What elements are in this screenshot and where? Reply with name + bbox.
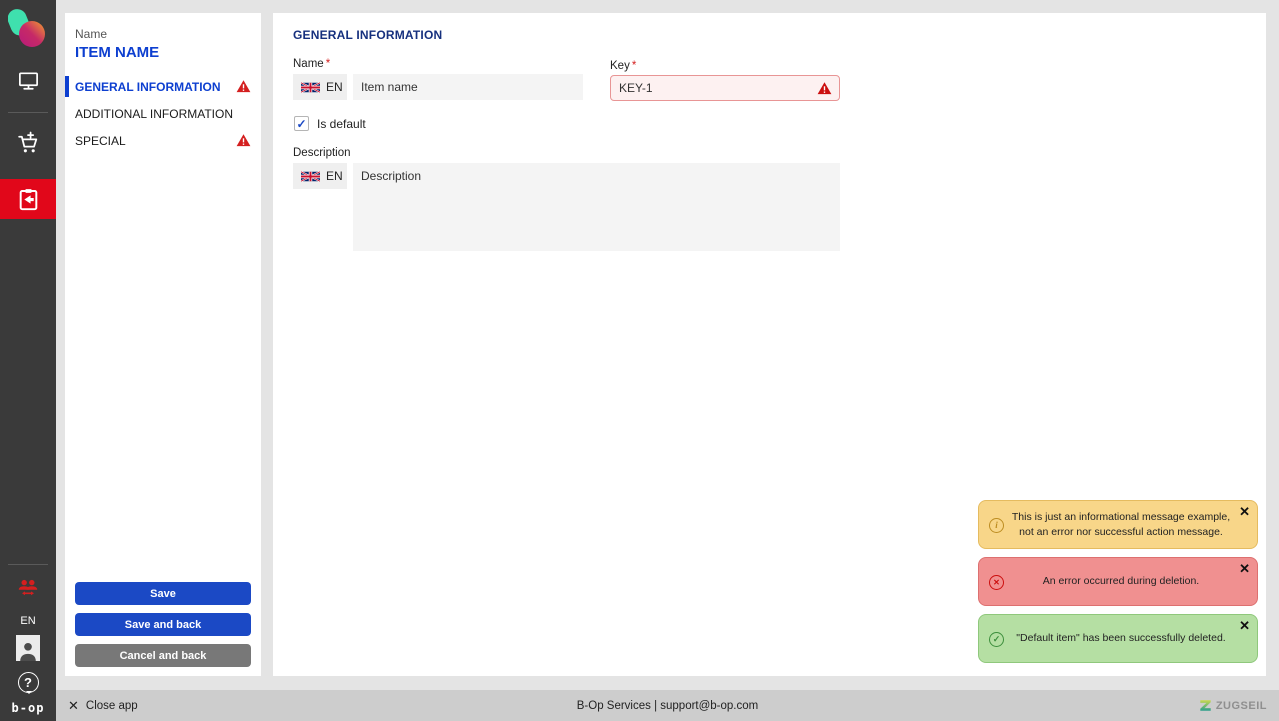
- description-field-label: Description: [293, 147, 351, 159]
- entity-type-label: Name: [75, 27, 108, 41]
- rail-divider: [8, 112, 48, 113]
- close-icon[interactable]: ✕: [1239, 618, 1250, 633]
- nav-label: ADDITIONAL INFORMATION A...: [75, 107, 233, 121]
- nav-label: SPECIAL: [75, 134, 126, 148]
- toast-success: ✕ ✓ "Default item" has been successfully…: [978, 614, 1258, 663]
- rail-items-button-active[interactable]: [0, 179, 56, 219]
- is-default-checkbox-row[interactable]: ✓ Is default: [294, 116, 366, 131]
- rail-monitor-button[interactable]: [0, 58, 56, 102]
- language-selector[interactable]: EN: [20, 615, 36, 627]
- required-mark: *: [325, 58, 331, 70]
- toast-message: An error occurred during deletion.: [1042, 575, 1200, 588]
- zugseil-brand: ZUGSEIL: [1199, 699, 1267, 712]
- zugseil-label: ZUGSEIL: [1215, 699, 1267, 712]
- toast-info: ✕ i This is just an informational messag…: [978, 500, 1258, 549]
- support-text: B-Op Services | support@b-op.com: [576, 699, 759, 712]
- nav-special[interactable]: SPECIAL: [65, 129, 261, 153]
- key-error-icon: [817, 81, 832, 101]
- save-and-back-button[interactable]: Save and back: [75, 613, 251, 636]
- lang-code: EN: [326, 80, 343, 94]
- uk-flag-icon: [301, 170, 320, 182]
- close-icon[interactable]: ✕: [1239, 504, 1250, 519]
- key-field-label: Key *: [610, 60, 637, 72]
- name-field-label: Name *: [293, 58, 331, 70]
- app-rail: EN ? b-op: [0, 0, 56, 721]
- users-transfer-icon: [18, 579, 38, 596]
- nav-general-information[interactable]: GENERAL INFORMATION: [65, 75, 261, 99]
- item-name-input[interactable]: [353, 74, 583, 100]
- item-navigation-panel: Name ITEM NAME GENERAL INFORMATION ADDIT…: [65, 13, 261, 676]
- avatar: [16, 635, 40, 661]
- footer-bar: B-Op Services | support@b-op.com ✕ Close…: [56, 690, 1279, 721]
- warning-triangle-icon: [236, 79, 251, 99]
- cancel-and-back-button[interactable]: Cancel and back: [75, 644, 251, 667]
- error-icon: ✕: [989, 575, 1004, 590]
- section-title: GENERAL INFORMATION: [293, 28, 443, 42]
- app-logo-icon: [8, 9, 45, 47]
- toast-message: "Default item" has been successfully del…: [1016, 632, 1226, 645]
- clipboard-back-icon: [19, 188, 37, 210]
- info-icon: i: [989, 518, 1004, 533]
- active-indicator-bar: [65, 76, 69, 97]
- lang-code: EN: [326, 169, 343, 183]
- warning-triangle-icon: [236, 133, 251, 153]
- nav-additional-information[interactable]: ADDITIONAL INFORMATION A...: [65, 102, 261, 126]
- rail-profile-button[interactable]: [0, 633, 56, 663]
- key-input-error[interactable]: [610, 75, 840, 101]
- is-default-label: Is default: [317, 116, 366, 131]
- name-language-chip: EN: [293, 74, 347, 100]
- close-app-button[interactable]: ✕ Close app: [68, 698, 138, 714]
- item-title: ITEM NAME: [75, 44, 160, 61]
- close-icon[interactable]: ✕: [1239, 561, 1250, 576]
- cart-plus-icon: [17, 131, 37, 152]
- save-button[interactable]: Save: [75, 582, 251, 605]
- description-language-chip: EN: [293, 163, 347, 189]
- rail-user-switch-button[interactable]: [0, 569, 56, 605]
- is-default-checkbox[interactable]: ✓: [294, 116, 309, 131]
- monitor-icon: [18, 71, 38, 90]
- rail-bottom-divider: [8, 564, 48, 565]
- check-icon: ✓: [296, 116, 307, 131]
- success-icon: ✓: [989, 632, 1004, 647]
- help-icon: ?: [17, 671, 39, 694]
- nav-label: GENERAL INFORMATION: [75, 80, 221, 94]
- toast-message: This is just an informational message ex…: [1011, 511, 1231, 538]
- description-textarea[interactable]: Description: [353, 163, 840, 251]
- uk-flag-icon: [301, 81, 320, 93]
- toast-error: ✕ ✕ An error occurred during deletion.: [978, 557, 1258, 606]
- question-glyph: ?: [24, 674, 32, 690]
- close-icon: ✕: [68, 697, 79, 713]
- required-mark: *: [631, 60, 637, 72]
- zugseil-z-icon: [1200, 700, 1211, 711]
- close-app-label: Close app: [85, 699, 138, 712]
- bop-logo: b-op: [11, 701, 45, 715]
- rail-cart-button[interactable]: [0, 121, 56, 165]
- rail-help-button[interactable]: ?: [0, 667, 56, 697]
